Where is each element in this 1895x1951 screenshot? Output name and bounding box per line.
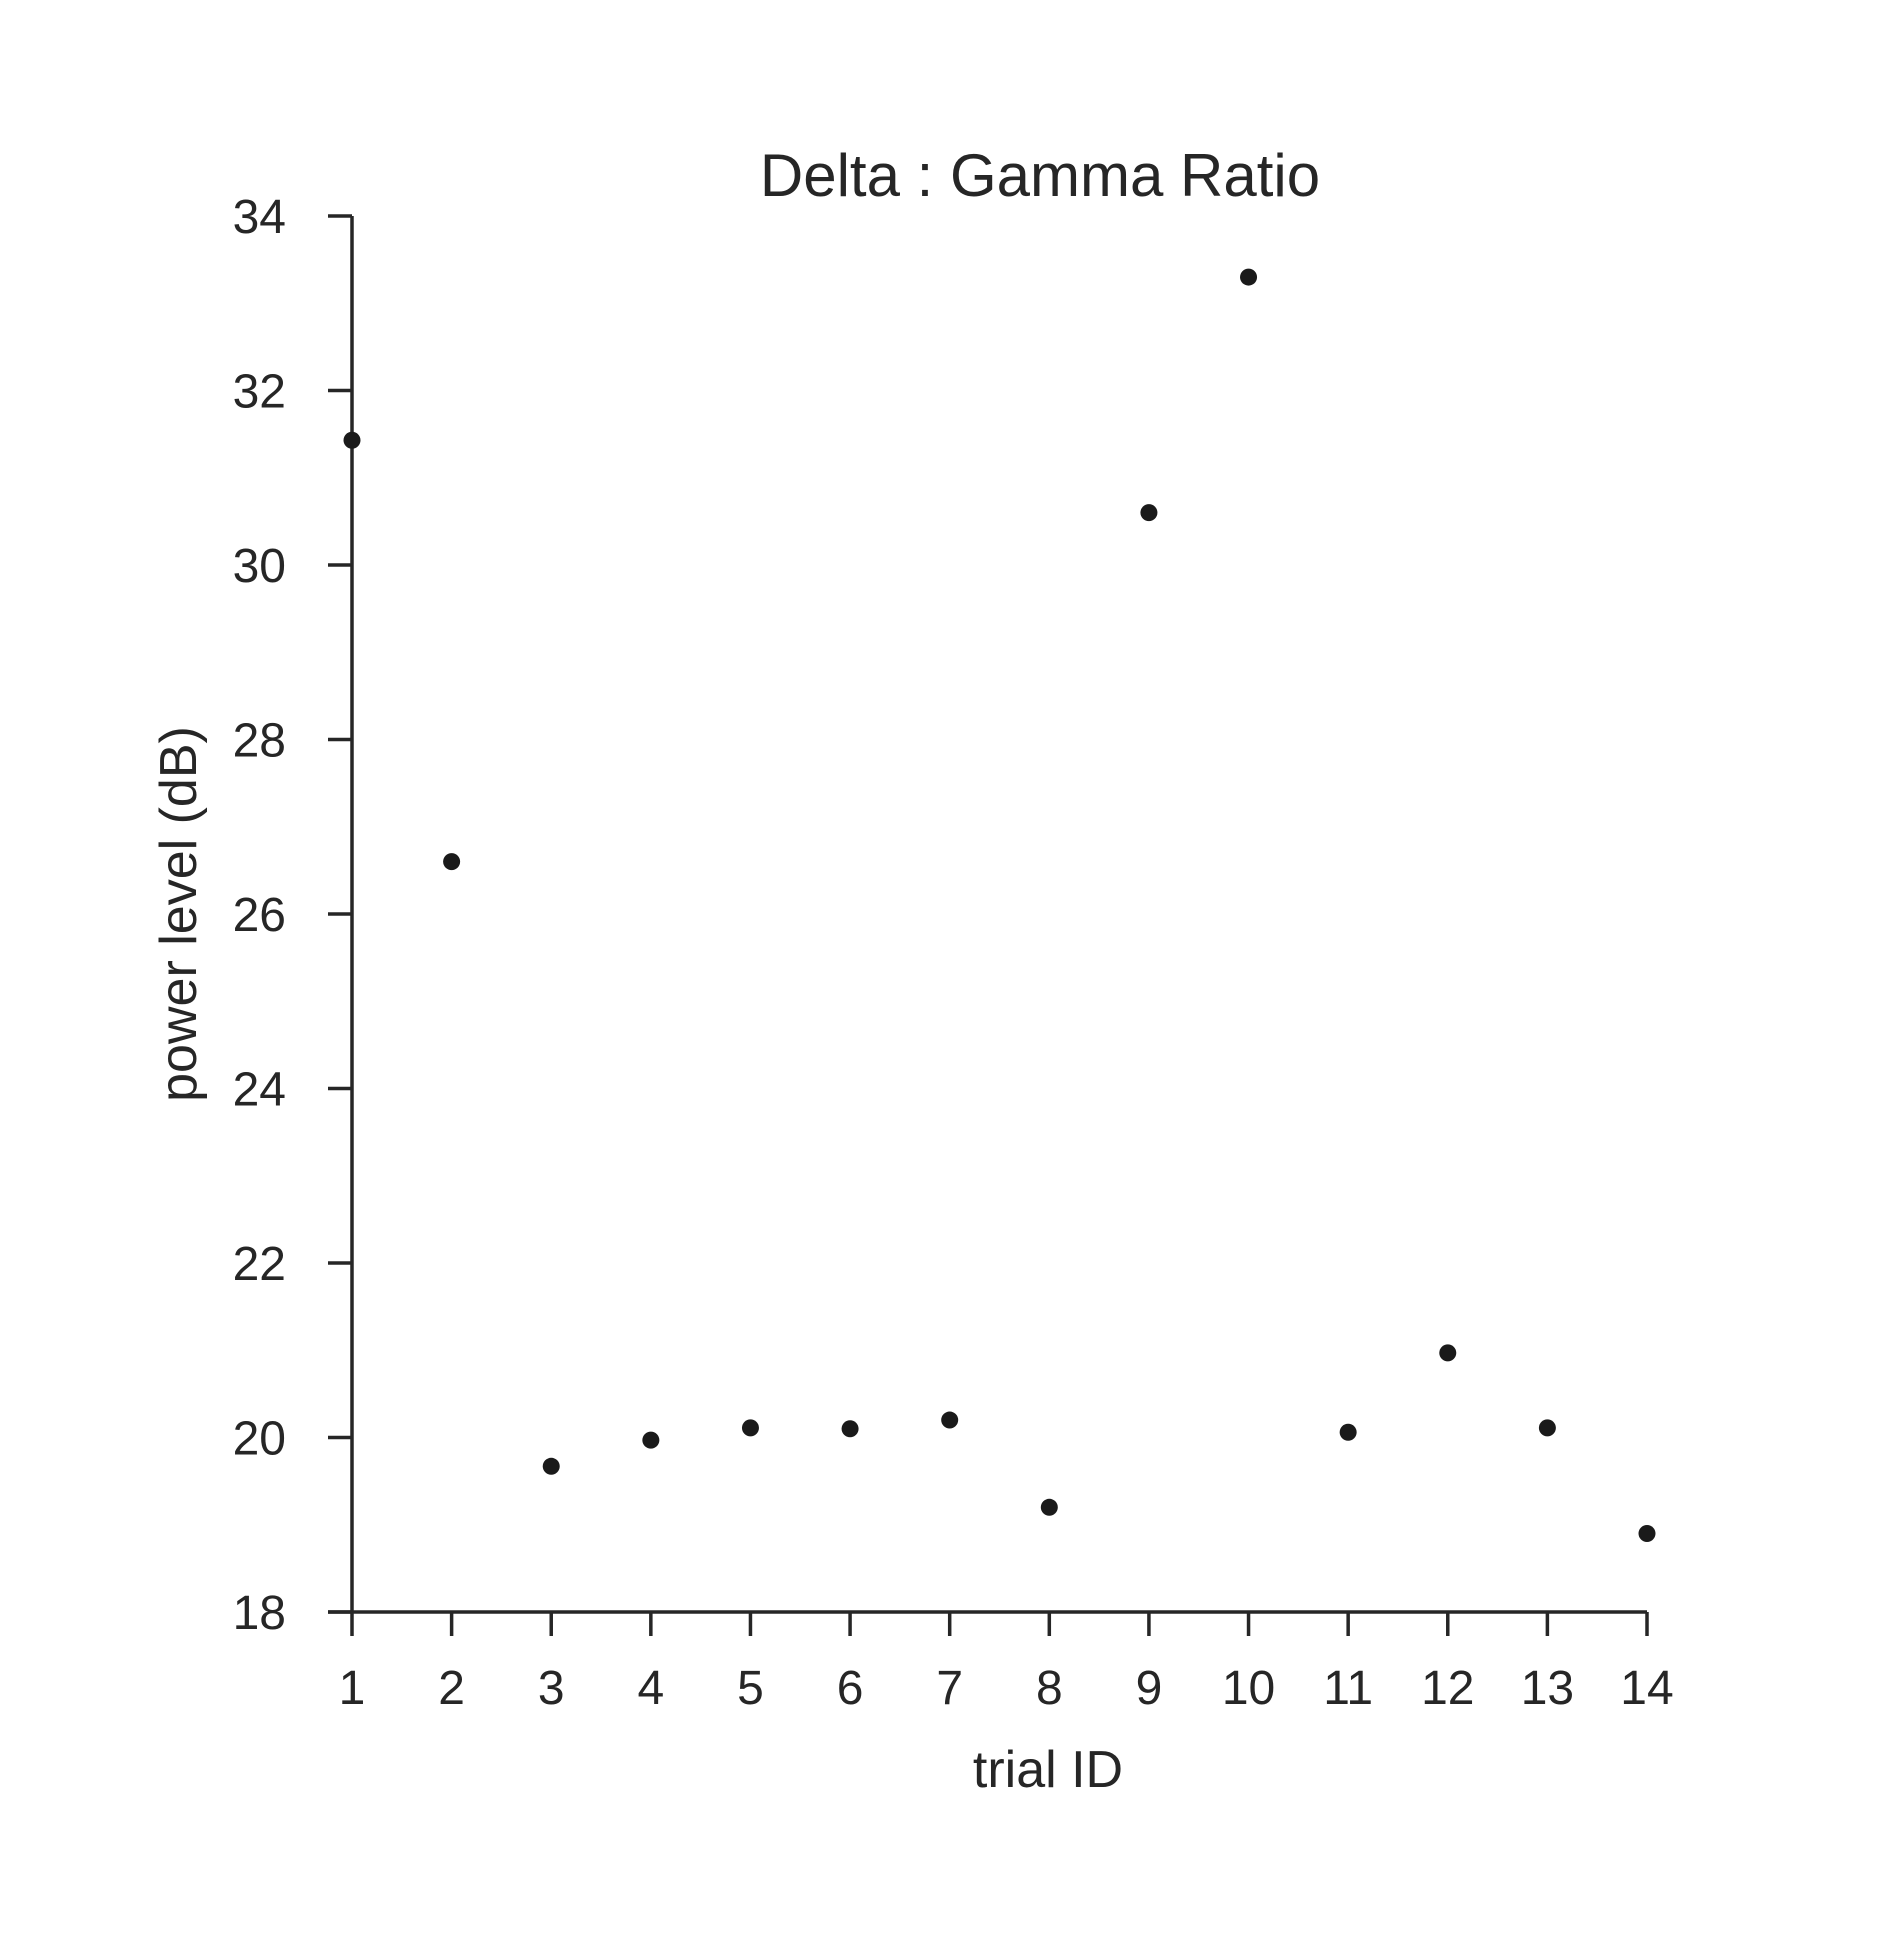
x-tick-label: 8 (1036, 1662, 1063, 1715)
y-tick-label: 22 (233, 1238, 286, 1291)
data-point (941, 1411, 959, 1429)
x-tick-label: 10 (1222, 1662, 1275, 1715)
x-axis-title: trial ID (973, 1741, 1123, 1799)
x-tick-label: 14 (1620, 1662, 1673, 1715)
data-point (1240, 268, 1258, 286)
x-tick-label: 6 (837, 1662, 864, 1715)
x-tick-label: 12 (1421, 1662, 1474, 1715)
y-tick-label: 28 (233, 715, 286, 768)
data-point (1040, 1498, 1058, 1516)
x-ticks: 1 2 3 4 5 6 7 8 9 10 11 12 13 14 (339, 1612, 1674, 1715)
x-tick-label: 2 (438, 1662, 465, 1715)
x-tick-label: 7 (936, 1662, 963, 1715)
x-tick-label: 1 (339, 1662, 366, 1715)
x-tick-label: 5 (737, 1662, 764, 1715)
y-tick-label: 24 (233, 1064, 286, 1117)
data-points (343, 268, 1656, 1542)
x-tick-label: 9 (1136, 1662, 1163, 1715)
chart-title: Delta : Gamma Ratio (760, 142, 1320, 209)
y-tick-label: 32 (233, 366, 286, 419)
data-point (841, 1420, 859, 1438)
x-tick-label: 11 (1323, 1662, 1373, 1715)
data-point (1439, 1344, 1457, 1362)
data-point (1538, 1419, 1556, 1437)
data-point (1140, 504, 1158, 522)
data-point (542, 1457, 560, 1475)
y-axis-title: power level (dB) (150, 726, 208, 1102)
x-tick-label: 3 (538, 1662, 565, 1715)
data-point (343, 431, 361, 449)
y-tick-label: 26 (233, 889, 286, 942)
data-point (1638, 1524, 1656, 1542)
y-tick-label: 30 (233, 540, 286, 593)
data-point (1339, 1423, 1357, 1441)
data-point (741, 1419, 759, 1437)
y-tick-label: 34 (233, 191, 286, 244)
x-tick-label: 13 (1521, 1662, 1574, 1715)
data-point (642, 1431, 660, 1449)
y-tick-label: 18 (233, 1587, 286, 1640)
x-tick-label: 4 (637, 1662, 664, 1715)
data-point (443, 853, 461, 871)
y-ticks: 18 20 22 24 26 28 30 32 34 (233, 191, 352, 1640)
y-tick-label: 20 (233, 1413, 286, 1466)
